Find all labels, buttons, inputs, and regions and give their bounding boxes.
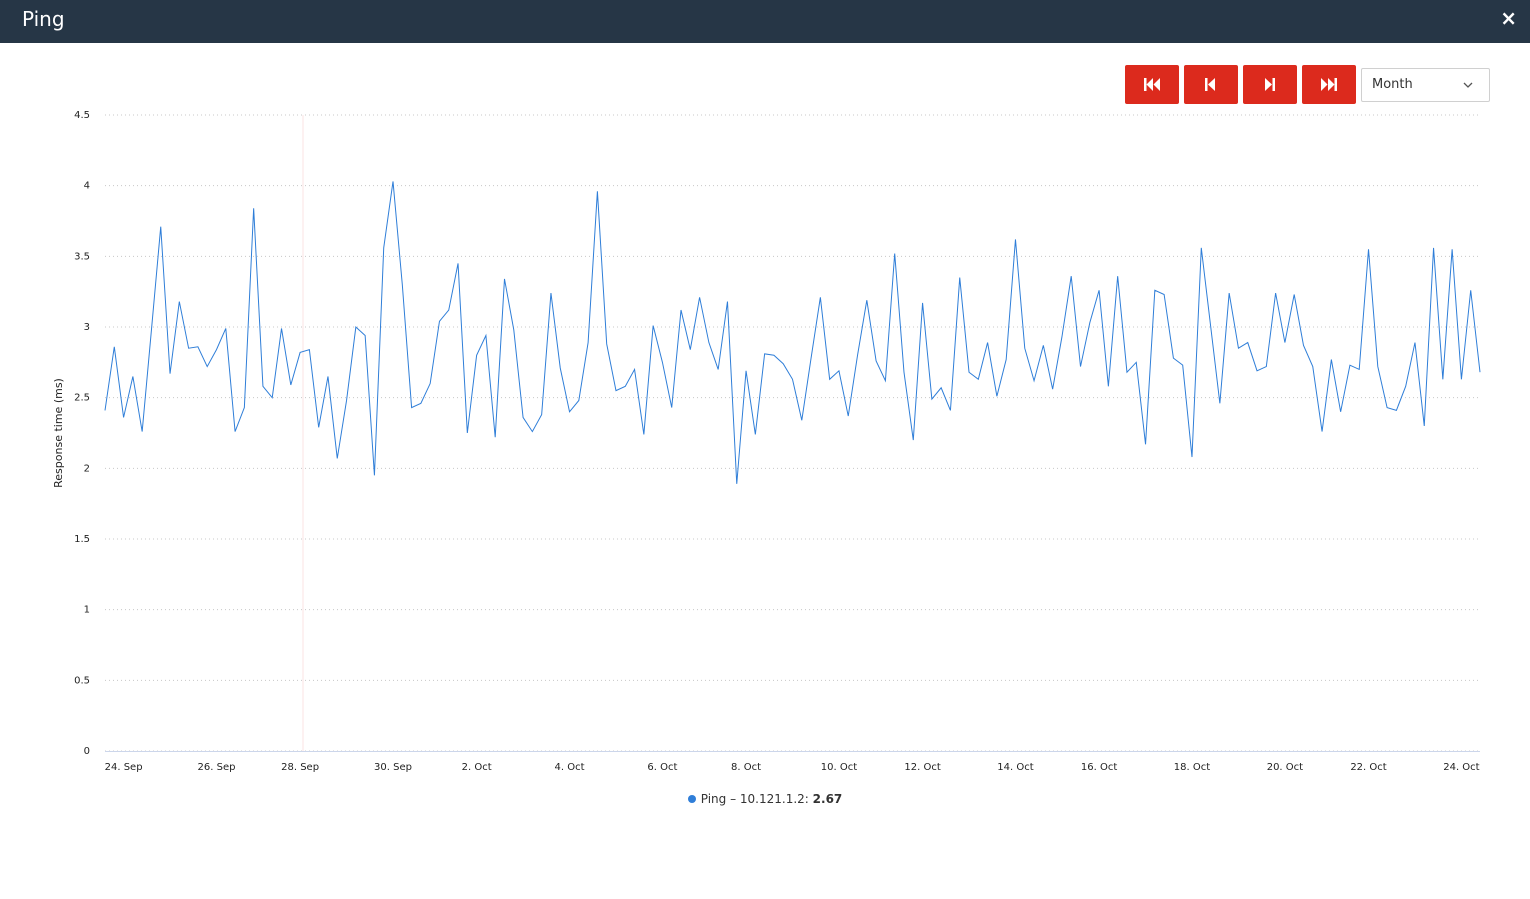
y-tick-label: 1.5 xyxy=(74,534,90,545)
x-tick-label: 2. Oct xyxy=(462,762,492,773)
next-icon xyxy=(1265,78,1275,91)
dialog-title: Ping xyxy=(22,7,65,31)
legend-marker xyxy=(687,795,696,803)
series-line xyxy=(104,181,1481,484)
chevron xyxy=(1463,82,1473,88)
first-button[interactable] xyxy=(1125,65,1179,104)
y-tick-label: 2 xyxy=(84,463,90,474)
x-tick-label: 28. Sep xyxy=(281,762,319,773)
y-tick-label: 1 xyxy=(84,605,90,616)
legend[interactable]: Ping – 10.121.1.2: 2.67 xyxy=(0,792,1530,806)
y-axis-title: Response time (ms) xyxy=(52,378,65,488)
last-button[interactable] xyxy=(1302,65,1356,104)
header: Ping × xyxy=(0,0,1530,43)
x-tick-label: 16. Oct xyxy=(1081,762,1117,773)
x-tick-label: 22. Oct xyxy=(1350,762,1386,773)
x-tick-label: 30. Sep xyxy=(374,762,412,773)
period-dropdown[interactable]: Month xyxy=(1361,68,1490,102)
x-tick-label: 24. Oct xyxy=(1443,762,1479,773)
x-tick-label: 14. Oct xyxy=(997,762,1033,773)
next-button[interactable] xyxy=(1243,65,1297,104)
x-tick-label: 12. Oct xyxy=(904,762,940,773)
y-tick-label: 3.5 xyxy=(74,251,90,262)
x-tick-label: 6. Oct xyxy=(647,762,677,773)
y-tick-label: 4.5 xyxy=(74,110,90,121)
dropdown-value: Month xyxy=(1372,77,1413,92)
x-tick-label: 18. Oct xyxy=(1174,762,1210,773)
close-button[interactable]: × xyxy=(1500,6,1517,30)
x-tick-label: 10. Oct xyxy=(821,762,857,773)
y-tick-label: 3 xyxy=(84,322,90,333)
y-tick-label: 0.5 xyxy=(74,675,90,686)
y-tick-label: 4 xyxy=(84,181,90,192)
y-tick-label: 2.5 xyxy=(74,393,90,404)
y-tick-label: 0 xyxy=(84,746,90,757)
x-tick-label: 8. Oct xyxy=(731,762,761,773)
x-tick-label: 20. Oct xyxy=(1267,762,1303,773)
previous-icon xyxy=(1205,78,1215,91)
last-icon xyxy=(1321,78,1337,91)
previous-button[interactable] xyxy=(1184,65,1238,104)
x-tick-label: 26. Sep xyxy=(198,762,236,773)
x-tick-label: 24. Sep xyxy=(105,762,143,773)
first-icon xyxy=(1144,78,1160,91)
x-tick-label: 4. Oct xyxy=(555,762,585,773)
legend-value: 2.67 xyxy=(812,792,843,806)
legend-label: Ping – 10.121.1.2: xyxy=(700,792,809,806)
